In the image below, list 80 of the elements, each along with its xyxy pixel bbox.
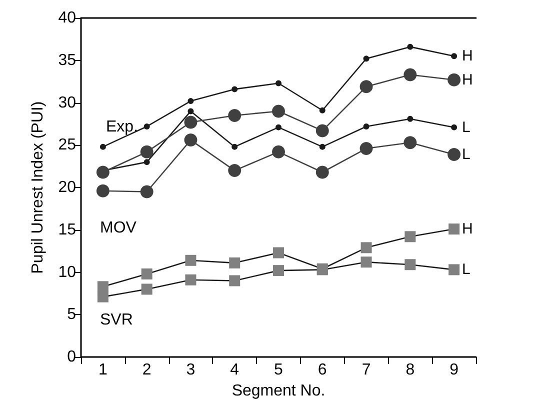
x-tick-label: 9 xyxy=(450,362,459,378)
series-label: H xyxy=(462,220,473,238)
point xyxy=(96,184,110,198)
annotation: SVR xyxy=(100,312,133,328)
point xyxy=(185,274,196,286)
point xyxy=(97,281,108,292)
x-tick-label: 3 xyxy=(186,362,196,378)
point xyxy=(141,268,152,280)
series-label: H xyxy=(462,48,473,65)
point xyxy=(184,116,198,129)
point xyxy=(404,68,417,82)
point xyxy=(185,254,196,266)
point xyxy=(144,159,150,166)
point xyxy=(319,107,326,114)
point xyxy=(404,231,416,242)
point xyxy=(407,116,414,122)
point xyxy=(229,257,240,268)
point xyxy=(363,56,370,62)
series-label: L xyxy=(462,146,470,163)
point xyxy=(451,124,458,130)
point xyxy=(144,123,150,130)
point xyxy=(360,242,372,254)
x-tick-label: 8 xyxy=(406,362,415,378)
point xyxy=(276,124,282,130)
point xyxy=(229,275,240,286)
point xyxy=(228,164,242,178)
point xyxy=(316,124,329,138)
x-tick-label: 4 xyxy=(230,362,240,378)
y-tick-label: 25 xyxy=(58,136,76,154)
point xyxy=(407,44,414,50)
point xyxy=(100,144,106,150)
point xyxy=(140,185,154,198)
point xyxy=(272,145,285,158)
point xyxy=(273,265,284,276)
point xyxy=(451,53,458,60)
annotation: Exp. xyxy=(106,118,138,136)
annotation: MOV xyxy=(100,220,137,236)
x-tick-label: 6 xyxy=(318,362,327,378)
point xyxy=(232,86,238,92)
x-tick-label: 2 xyxy=(142,362,152,378)
point xyxy=(188,98,194,104)
point xyxy=(448,73,461,86)
y-tick-label: 15 xyxy=(58,221,76,238)
point xyxy=(184,134,198,147)
series-label: L xyxy=(462,118,470,136)
x-tick-label: 5 xyxy=(274,362,284,378)
y-tick-label: 40 xyxy=(58,10,76,26)
point xyxy=(141,284,152,295)
point xyxy=(448,148,461,161)
point xyxy=(273,247,284,258)
series-label: L xyxy=(462,261,470,278)
y-tick-label: 30 xyxy=(58,94,76,112)
y-axis-title: Pupil Unrest Index (PUI) xyxy=(30,101,46,274)
point xyxy=(404,136,417,150)
point xyxy=(272,104,285,118)
x-tick-label: 1 xyxy=(98,362,108,378)
point xyxy=(404,259,416,270)
point xyxy=(360,256,372,268)
point xyxy=(360,142,373,156)
y-tick-label: 0 xyxy=(67,348,76,366)
point xyxy=(448,224,460,235)
point xyxy=(276,80,282,86)
point xyxy=(316,166,329,179)
point xyxy=(363,123,370,130)
point xyxy=(188,108,194,114)
series-label: H xyxy=(462,71,473,88)
point xyxy=(319,144,326,150)
point xyxy=(360,80,373,94)
y-tick-label: 35 xyxy=(58,52,76,69)
point xyxy=(448,264,460,276)
y-tick-label: 5 xyxy=(67,306,76,324)
x-tick-label: 7 xyxy=(362,362,371,378)
point xyxy=(232,144,238,150)
point xyxy=(96,166,110,179)
y-tick-label: 20 xyxy=(58,179,76,196)
point xyxy=(228,108,242,122)
y-tick-label: 10 xyxy=(58,264,76,281)
point xyxy=(140,145,154,158)
point xyxy=(97,291,108,302)
x-axis-title: Segment No. xyxy=(232,382,326,400)
